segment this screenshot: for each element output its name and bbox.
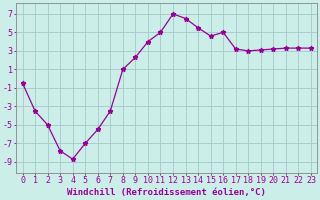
X-axis label: Windchill (Refroidissement éolien,°C): Windchill (Refroidissement éolien,°C) xyxy=(67,188,266,197)
